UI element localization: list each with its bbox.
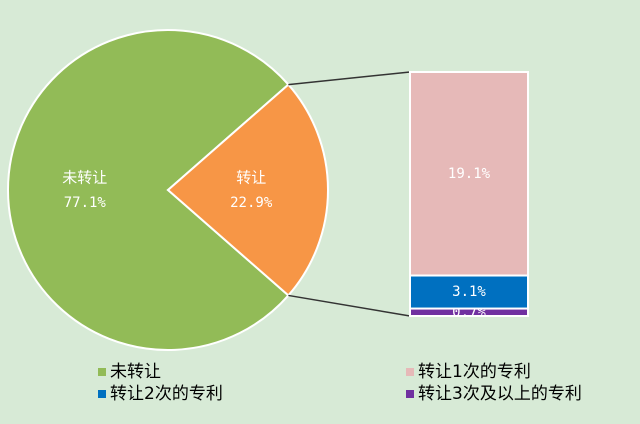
- pie-slice: [7, 29, 290, 351]
- pie-slice: [166, 83, 329, 297]
- bar-segment: [409, 71, 529, 277]
- legend-label: 转让2次的专利: [110, 384, 223, 404]
- slice-value: 77.1%: [64, 195, 107, 211]
- legend-label: 转让3次及以上的专利: [418, 384, 582, 404]
- connector: [288, 71, 411, 86]
- bar-label: 19.1%: [448, 166, 491, 182]
- slice-value: 22.9%: [230, 195, 273, 211]
- bar-segment: [409, 274, 529, 310]
- legend-label: 未转让: [110, 362, 161, 382]
- slice-label: 未转让: [62, 169, 107, 187]
- legend-swatch: [98, 368, 106, 376]
- bar-label: 3.1%: [452, 284, 486, 300]
- legend-label: 转让1次的专利: [418, 362, 531, 382]
- slice-label: 转让: [236, 169, 266, 187]
- legend-swatch: [406, 390, 414, 398]
- connector: [288, 294, 411, 317]
- legend-swatch: [406, 368, 414, 376]
- legend-swatch: [98, 390, 106, 398]
